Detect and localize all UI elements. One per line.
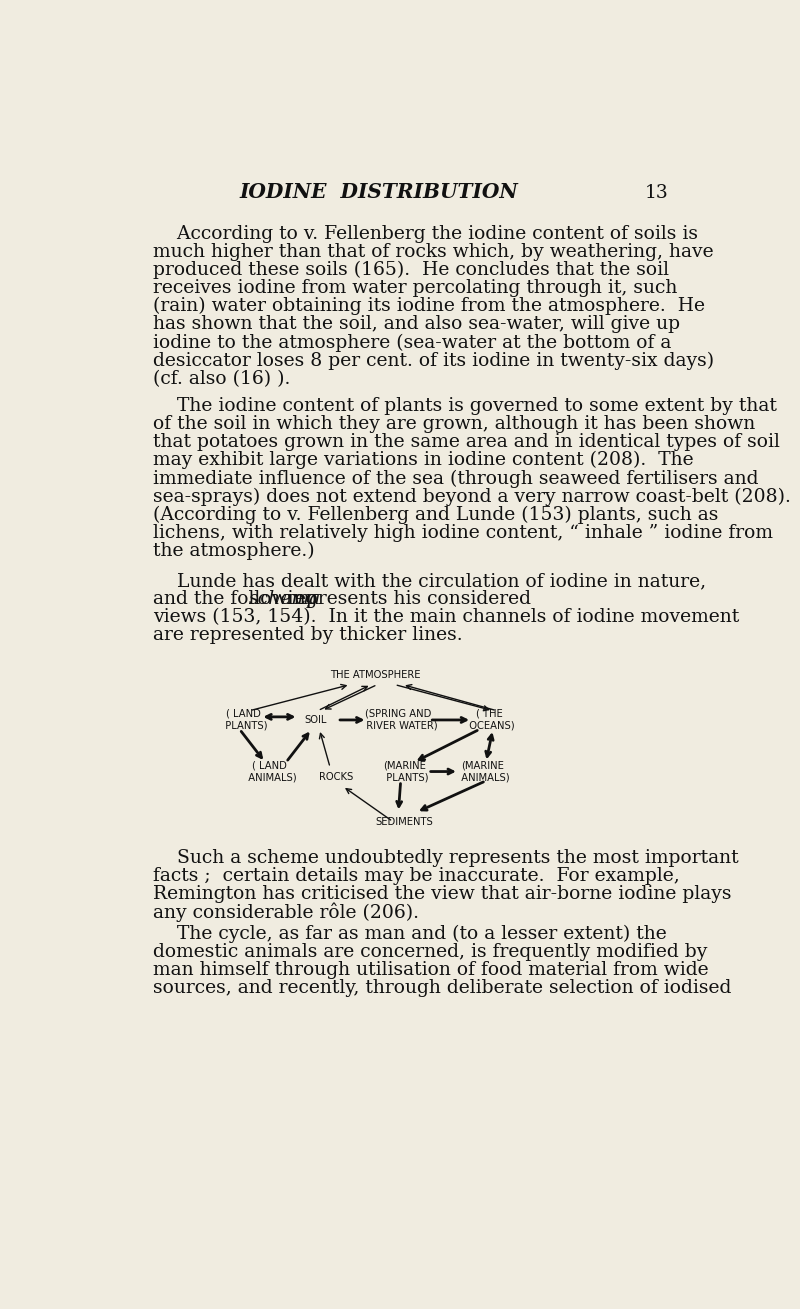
Text: (rain) water obtaining its iodine from the atmosphere.  He: (rain) water obtaining its iodine from t…: [153, 297, 705, 315]
Text: that potatoes grown in the same area and in identical types of soil: that potatoes grown in the same area and…: [153, 433, 779, 452]
Text: ( THE
  OCEANS): ( THE OCEANS): [463, 709, 515, 730]
Text: man himself through utilisation of food material from wide: man himself through utilisation of food …: [153, 961, 708, 979]
Text: represents his considered: represents his considered: [280, 590, 531, 609]
Text: desiccator loses 8 per cent. of its iodine in twenty-six days): desiccator loses 8 per cent. of its iodi…: [153, 352, 714, 369]
Text: Lunde has dealt with the circulation of iodine in nature,: Lunde has dealt with the circulation of …: [153, 572, 706, 590]
Text: sea-sprays) does not extend beyond a very narrow coast-belt (208).: sea-sprays) does not extend beyond a ver…: [153, 487, 790, 505]
Text: (According to v. Fellenberg and Lunde (153) plants, such as: (According to v. Fellenberg and Lunde (1…: [153, 505, 718, 524]
Text: IODINE  DISTRIBUTION: IODINE DISTRIBUTION: [240, 182, 518, 203]
Text: facts ;  certain details may be inaccurate.  For example,: facts ; certain details may be inaccurat…: [153, 867, 679, 885]
Text: of the soil in which they are grown, although it has been shown: of the soil in which they are grown, alt…: [153, 415, 755, 433]
Text: much higher than that of rocks which, by weathering, have: much higher than that of rocks which, by…: [153, 243, 714, 260]
Text: sources, and recently, through deliberate selection of iodised: sources, and recently, through deliberat…: [153, 979, 731, 997]
Text: (SPRING AND
  RIVER WATER): (SPRING AND RIVER WATER): [359, 709, 437, 730]
Text: domestic animals are concerned, is frequently modified by: domestic animals are concerned, is frequ…: [153, 942, 707, 961]
Text: (MARINE
  ANIMALS): (MARINE ANIMALS): [454, 761, 510, 783]
Text: the atmosphere.): the atmosphere.): [153, 542, 314, 560]
Text: lichens, with relatively high iodine content, “ inhale ” iodine from: lichens, with relatively high iodine con…: [153, 524, 773, 542]
Text: produced these soils (165).  He concludes that the soil: produced these soils (165). He concludes…: [153, 260, 669, 279]
Text: Such a scheme undoubtedly represents the most important: Such a scheme undoubtedly represents the…: [153, 848, 738, 867]
Text: iodine to the atmosphere (sea-water at the bottom of a: iodine to the atmosphere (sea-water at t…: [153, 334, 671, 352]
Text: immediate influence of the sea (through seaweed fertilisers and: immediate influence of the sea (through …: [153, 470, 758, 487]
Text: The cycle, as far as man and (to a lesser extent) the: The cycle, as far as man and (to a lesse…: [153, 924, 666, 942]
Text: receives iodine from water percolating through it, such: receives iodine from water percolating t…: [153, 279, 677, 297]
Text: 13: 13: [645, 183, 668, 202]
Text: SEDIMENTS: SEDIMENTS: [376, 817, 434, 826]
Text: has shown that the soil, and also sea-water, will give up: has shown that the soil, and also sea-wa…: [153, 315, 680, 334]
Text: SOIL: SOIL: [304, 715, 326, 725]
Text: are represented by thicker lines.: are represented by thicker lines.: [153, 627, 462, 644]
Text: ROCKS: ROCKS: [319, 772, 354, 781]
Text: ( LAND
  ANIMALS): ( LAND ANIMALS): [242, 761, 296, 783]
Text: may exhibit large variations in iodine content (208).  The: may exhibit large variations in iodine c…: [153, 452, 694, 470]
Text: schema: schema: [248, 590, 321, 609]
Text: According to v. Fellenberg the iodine content of soils is: According to v. Fellenberg the iodine co…: [153, 225, 698, 243]
Text: (MARINE
  PLANTS): (MARINE PLANTS): [380, 761, 429, 783]
Text: The iodine content of plants is governed to some extent by that: The iodine content of plants is governed…: [153, 397, 777, 415]
Text: any considerable rôle (206).: any considerable rôle (206).: [153, 903, 418, 923]
Text: (cf. also (16) ).: (cf. also (16) ).: [153, 369, 290, 387]
Text: views (153, 154).  In it the main channels of iodine movement: views (153, 154). In it the main channel…: [153, 609, 739, 626]
Text: ( LAND
  PLANTS): ( LAND PLANTS): [219, 709, 268, 730]
Text: THE ATMOSPHERE: THE ATMOSPHERE: [330, 670, 420, 681]
Text: Remington has criticised the view that air-borne iodine plays: Remington has criticised the view that a…: [153, 885, 731, 903]
Text: and the following: and the following: [153, 590, 323, 609]
